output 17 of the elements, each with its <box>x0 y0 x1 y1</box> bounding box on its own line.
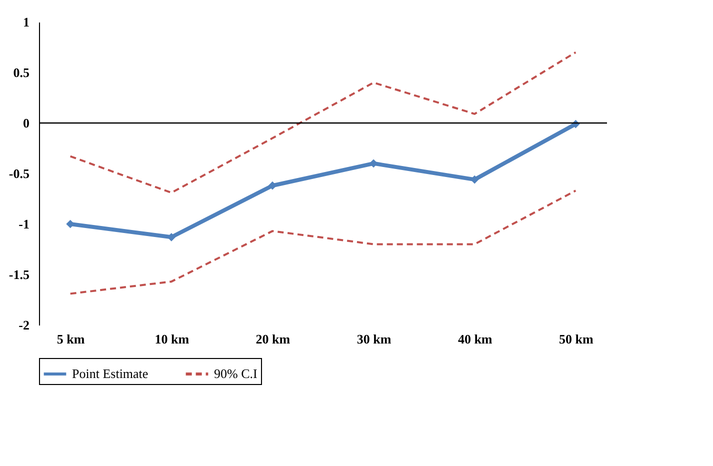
legend-label: Point Estimate <box>72 366 148 381</box>
y-tick-label: -2 <box>18 318 30 332</box>
x-tick-label: 20 km <box>256 332 290 346</box>
y-tick-label: -0.5 <box>8 166 30 181</box>
y-tick-label: -1.5 <box>8 267 30 282</box>
line-series <box>69 51 577 194</box>
line-series <box>69 190 577 295</box>
x-tick-label: 10 km <box>154 332 190 346</box>
y-tick-label: 0.5 <box>13 65 30 80</box>
x-tick-label: 5 km <box>56 332 85 346</box>
x-tick-label: 30 km <box>356 332 392 346</box>
x-tick-label: 50 km <box>559 332 594 346</box>
y-tick-label: -1 <box>18 216 30 232</box>
x-tick-label: 40 km <box>458 332 492 346</box>
y-tick-label: 1 <box>23 14 30 30</box>
legend-label: 90% C.I <box>214 366 258 381</box>
y-tick-label: 0 <box>23 116 30 130</box>
